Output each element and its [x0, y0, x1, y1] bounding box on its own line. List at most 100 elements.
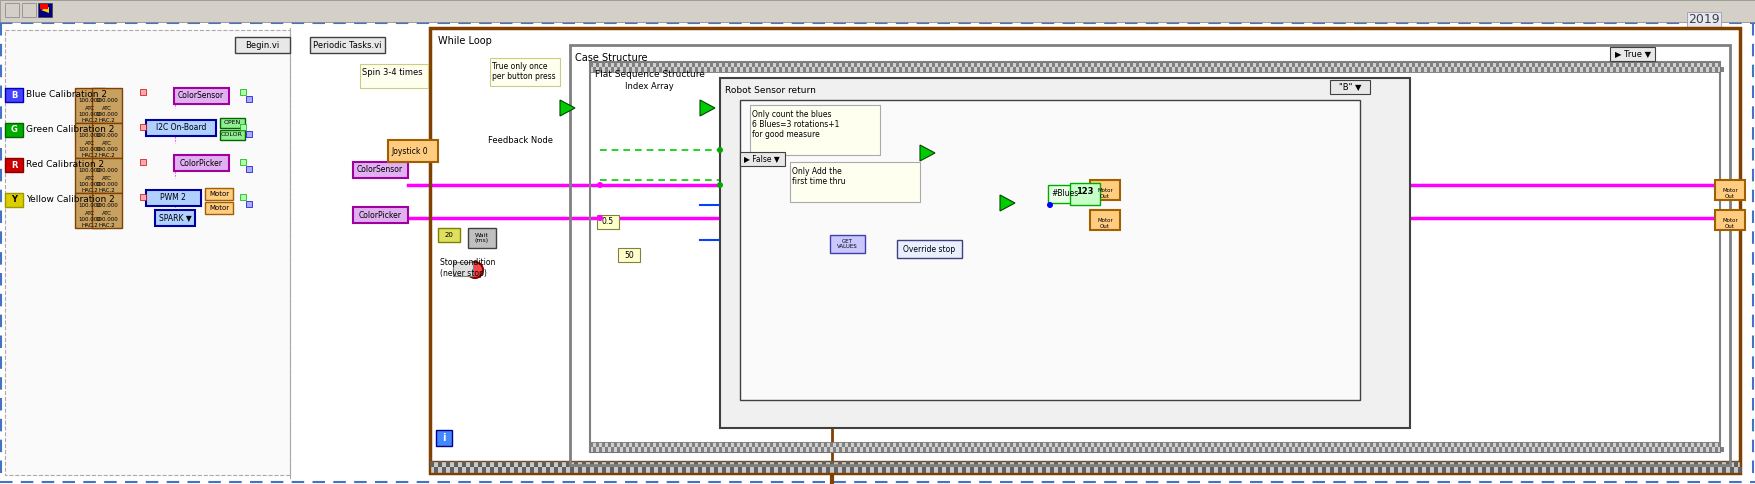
Bar [1592, 442, 1595, 447]
Bar [1688, 62, 1692, 67]
Text: HAC.2: HAC.2 [98, 153, 116, 158]
Bar [1255, 461, 1258, 467]
Bar [670, 67, 674, 72]
Bar [1309, 62, 1313, 67]
Bar [493, 461, 498, 467]
Bar [1143, 461, 1146, 467]
Bar [883, 467, 886, 473]
Bar [902, 62, 906, 67]
Bar [734, 62, 737, 67]
Bar [948, 447, 949, 452]
Bar [1042, 467, 1046, 473]
Bar [439, 228, 460, 242]
Bar [1374, 461, 1378, 467]
Bar [430, 28, 1739, 473]
Bar [772, 447, 776, 452]
Bar [1474, 67, 1478, 72]
Bar [1685, 67, 1688, 72]
Bar [1499, 67, 1502, 72]
Bar [1527, 442, 1529, 447]
Bar [614, 442, 618, 447]
Bar [1329, 442, 1330, 447]
Bar [1604, 442, 1608, 447]
Bar [758, 461, 762, 467]
Text: ATC: ATC [84, 106, 95, 111]
Bar [1135, 442, 1139, 447]
Bar [1207, 442, 1211, 447]
Bar [620, 442, 623, 447]
Bar [1478, 62, 1481, 67]
Bar [986, 467, 990, 473]
Bar [1658, 62, 1660, 67]
Bar [855, 442, 856, 447]
Bar [983, 67, 986, 72]
Bar [635, 447, 639, 452]
Bar [1588, 67, 1592, 72]
Bar [1502, 442, 1506, 447]
Bar [511, 461, 514, 467]
Bar [1413, 442, 1415, 447]
Bar [1650, 67, 1651, 72]
Bar [702, 461, 706, 467]
Bar [1402, 447, 1406, 452]
Polygon shape [40, 7, 49, 13]
Bar [1021, 62, 1025, 67]
Bar [1299, 467, 1302, 473]
Bar [716, 62, 720, 67]
Bar [1090, 180, 1120, 200]
Bar [1341, 62, 1343, 67]
Bar [1655, 447, 1658, 452]
Bar [969, 442, 971, 447]
Text: per button press: per button press [491, 72, 556, 81]
Bar [974, 442, 978, 447]
Bar [1286, 461, 1290, 467]
Bar [558, 461, 562, 467]
Bar [1071, 461, 1074, 467]
Bar [971, 467, 974, 473]
Bar [1558, 447, 1562, 452]
Bar [1322, 467, 1327, 473]
Bar [937, 442, 941, 447]
Bar [311, 37, 384, 53]
Bar [765, 461, 770, 467]
Bar [1490, 442, 1494, 447]
Bar [439, 461, 442, 467]
Text: 100.000: 100.000 [95, 203, 118, 208]
Bar [834, 467, 837, 473]
Bar [737, 447, 741, 452]
Bar [1655, 67, 1658, 72]
Bar [1711, 62, 1715, 67]
Bar [621, 461, 627, 467]
Bar [1186, 467, 1190, 473]
Bar [1406, 442, 1409, 447]
Bar [1114, 447, 1118, 452]
Bar [1502, 62, 1506, 67]
Bar [1651, 442, 1655, 447]
Bar [1506, 467, 1509, 473]
Bar [1330, 67, 1334, 72]
Bar [1157, 447, 1160, 452]
Bar [1587, 442, 1588, 447]
Bar [1174, 461, 1178, 467]
Bar [1681, 62, 1685, 67]
Bar [711, 62, 713, 67]
Bar [835, 442, 839, 447]
Bar [628, 447, 632, 452]
Bar [881, 447, 885, 452]
Bar [649, 467, 655, 473]
Bar [1114, 67, 1118, 72]
Bar [662, 442, 665, 447]
Bar [39, 3, 53, 17]
Bar [1250, 62, 1253, 67]
Bar [1223, 447, 1227, 452]
Bar [1522, 467, 1527, 473]
Bar [1565, 461, 1571, 467]
Bar [1495, 62, 1499, 67]
Bar [1364, 62, 1367, 67]
Bar [1151, 447, 1155, 452]
Text: HAC.2: HAC.2 [82, 223, 98, 228]
Bar [1236, 67, 1237, 72]
Bar [1292, 62, 1295, 67]
Bar [1625, 447, 1629, 452]
Bar [1137, 467, 1143, 473]
